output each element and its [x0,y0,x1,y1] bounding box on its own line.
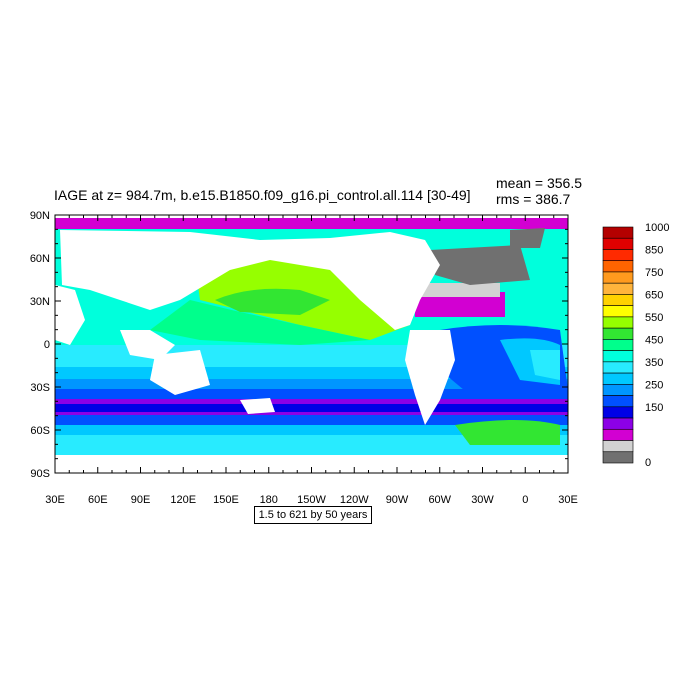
colorbar-swatch [602,361,634,374]
lat-tick-label: 0 [44,339,50,351]
lon-tick-label: 90E [131,494,151,506]
lat-tick-label: 60S [30,425,50,437]
colorbar-swatch [602,282,634,295]
weddell-green [455,420,560,445]
colorbar-swatch [602,271,634,284]
lon-tick-label: 180 [260,494,278,506]
colorbar-label: 1000 [645,222,669,234]
lat-tick-label: 90S [30,468,50,480]
colorbar-label: 850 [645,244,663,256]
lat-tick-label: 60N [30,253,50,265]
lon-tick-label: 60E [88,494,108,506]
land-nz [240,398,275,414]
lon-tick-label: 30W [471,494,494,506]
land-seasia [120,330,175,360]
lon-tick-label: 150E [213,494,239,506]
band-lightblue2 [55,435,568,455]
mean-stat: mean = 356.5 [496,175,583,191]
arctic-darkgray [430,245,530,285]
colorbar-swatch [602,372,634,385]
colorbar-swatch [602,294,634,306]
lat-tick-label: 90N [30,210,50,222]
colorbar-swatch [602,237,634,250]
satl-lb [530,350,560,380]
colorbar-label: 0 [645,457,651,469]
colorbar-swatch [602,417,634,430]
colorbar: 1000 850 750 650 550 450 350 250 150 0 [602,222,669,469]
colorbar-swatch [602,384,634,396]
band-blue [55,379,568,389]
lat-tick-label: 30N [30,296,50,308]
colorbar-swatch [602,327,634,340]
land-australia [150,350,210,395]
land-africa [55,285,85,345]
colorbar-label: 150 [645,402,663,414]
lon-tick-label: 90W [386,494,409,506]
colorbar-swatch [602,395,634,408]
lon-tick-label: 120W [340,494,369,506]
npac-green2 [215,288,330,315]
lon-tick-label: 30E [558,494,578,506]
colorbar-label: 650 [645,289,663,301]
colorbar-swatch [602,260,634,273]
land-samerica [405,330,455,425]
greenland-gray [510,228,545,248]
colorbar-label: 250 [645,379,663,391]
colorbar-swatch [602,451,634,464]
lon-tick-label: 30E [45,494,65,506]
band-darkblue [55,404,568,412]
band-blue2 [55,415,568,425]
map-field [55,215,568,473]
colorbar-swatch [602,350,634,363]
contour-info-box: 1.5 to 621 by 50 years [254,506,372,524]
axis-ticks: 90N 60N 30N 0 30S 60S 90S 30E 60E 90E 120E 150E 180 1… [30,210,578,506]
natl-gray [420,283,500,297]
colorbar-swatch [602,226,634,239]
rms-stat: rms = 386.7 [496,191,571,207]
colorbar-swatch [602,339,634,351]
colorbar-swatch [602,305,634,318]
lat-tick-label: 30S [30,382,50,394]
plot-title: IAGE at z= 984.7m, b.e15.B1850.f09_g16.p… [54,187,471,203]
lon-tick-label: 150W [297,494,326,506]
colorbar-label: 750 [645,267,663,279]
band-medblue [55,389,568,399]
colorbar-swatch [602,428,634,441]
colorbar-label: 350 [645,357,663,369]
colorbar-swatch [602,406,634,419]
lon-tick-label: 0 [522,494,528,506]
colorbar-swatch [602,440,634,453]
lon-tick-label: 60W [428,494,451,506]
colorbar-label: 550 [645,312,663,324]
colorbar-swatch [602,316,634,329]
npac-seafoam [150,300,370,345]
land-eurasia-namerica [60,230,440,330]
lon-tick-label: 120E [170,494,196,506]
colorbar-label: 450 [645,334,663,346]
band-sky2 [55,425,568,435]
colorbar-swatch [602,249,634,262]
